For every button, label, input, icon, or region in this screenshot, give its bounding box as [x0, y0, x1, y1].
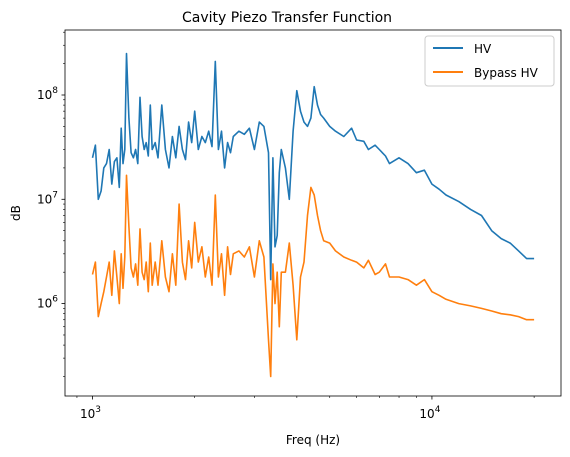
- legend-label-hv: HV: [474, 42, 492, 56]
- x-axis-ticks: 103 104: [76, 396, 535, 421]
- y-tick-label: 108: [37, 86, 58, 102]
- x-axis-label: Freq (Hz): [286, 433, 340, 447]
- plot-frame: [64, 29, 562, 397]
- y-axis-label: dB: [9, 205, 23, 221]
- chart-title: Cavity Piezo Transfer Function: [182, 10, 392, 26]
- series-line-hv: [91, 52, 535, 281]
- x-tick-label: 104: [419, 405, 440, 421]
- y-tick-label: 106: [37, 295, 58, 311]
- series-layer: [91, 52, 535, 378]
- plot-area: [64, 29, 562, 397]
- x-tick-label: 103: [80, 405, 101, 421]
- legend-label-bypass-hv: Bypass HV: [474, 66, 539, 80]
- legend: HV Bypass HV: [424, 35, 555, 87]
- y-tick-label: 107: [37, 190, 58, 206]
- y-axis-ticks: 106 107 108: [37, 31, 65, 377]
- series-line-bypass-hv: [91, 174, 535, 378]
